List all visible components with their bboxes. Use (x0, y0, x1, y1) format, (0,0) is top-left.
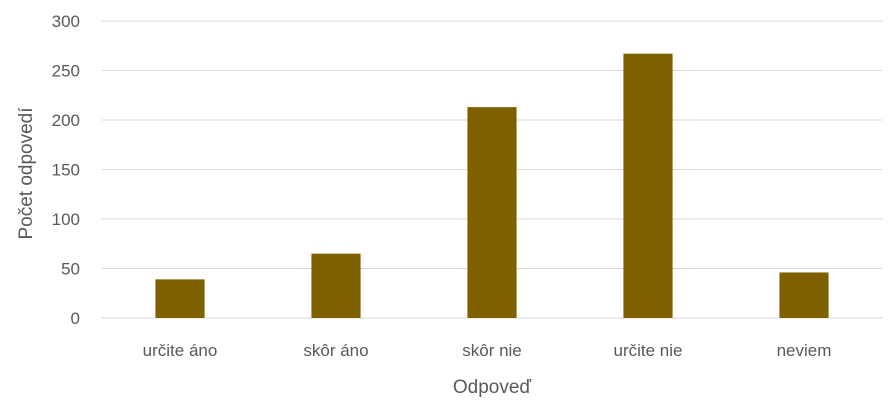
x-tick-label: určite áno (143, 341, 218, 360)
bar (779, 272, 829, 318)
x-tick-label: neviem (777, 341, 832, 360)
x-tick-label: skôr áno (303, 341, 368, 360)
bar (155, 279, 205, 318)
y-tick-label: 250 (52, 62, 80, 81)
y-tick-labels: 0 50 100 150 200 250 300 (52, 12, 80, 328)
bar (623, 53, 673, 319)
x-axis-title: Odpoveď (453, 377, 532, 398)
bars (155, 53, 829, 319)
y-tick-label: 300 (52, 12, 80, 31)
y-tick-label: 0 (71, 309, 80, 328)
y-tick-label: 50 (61, 260, 80, 279)
y-axis-title: Počet odpovedí (16, 107, 37, 240)
y-tick-label: 100 (52, 210, 80, 229)
bar (311, 253, 361, 318)
x-tick-label: skôr nie (462, 341, 522, 360)
y-tick-label: 200 (52, 111, 80, 130)
x-tick-label: určite nie (614, 341, 683, 360)
x-tick-labels: určite áno skôr áno skôr nie určite nie nevi… (143, 341, 832, 360)
bar (467, 107, 517, 318)
y-tick-label: 150 (52, 161, 80, 180)
